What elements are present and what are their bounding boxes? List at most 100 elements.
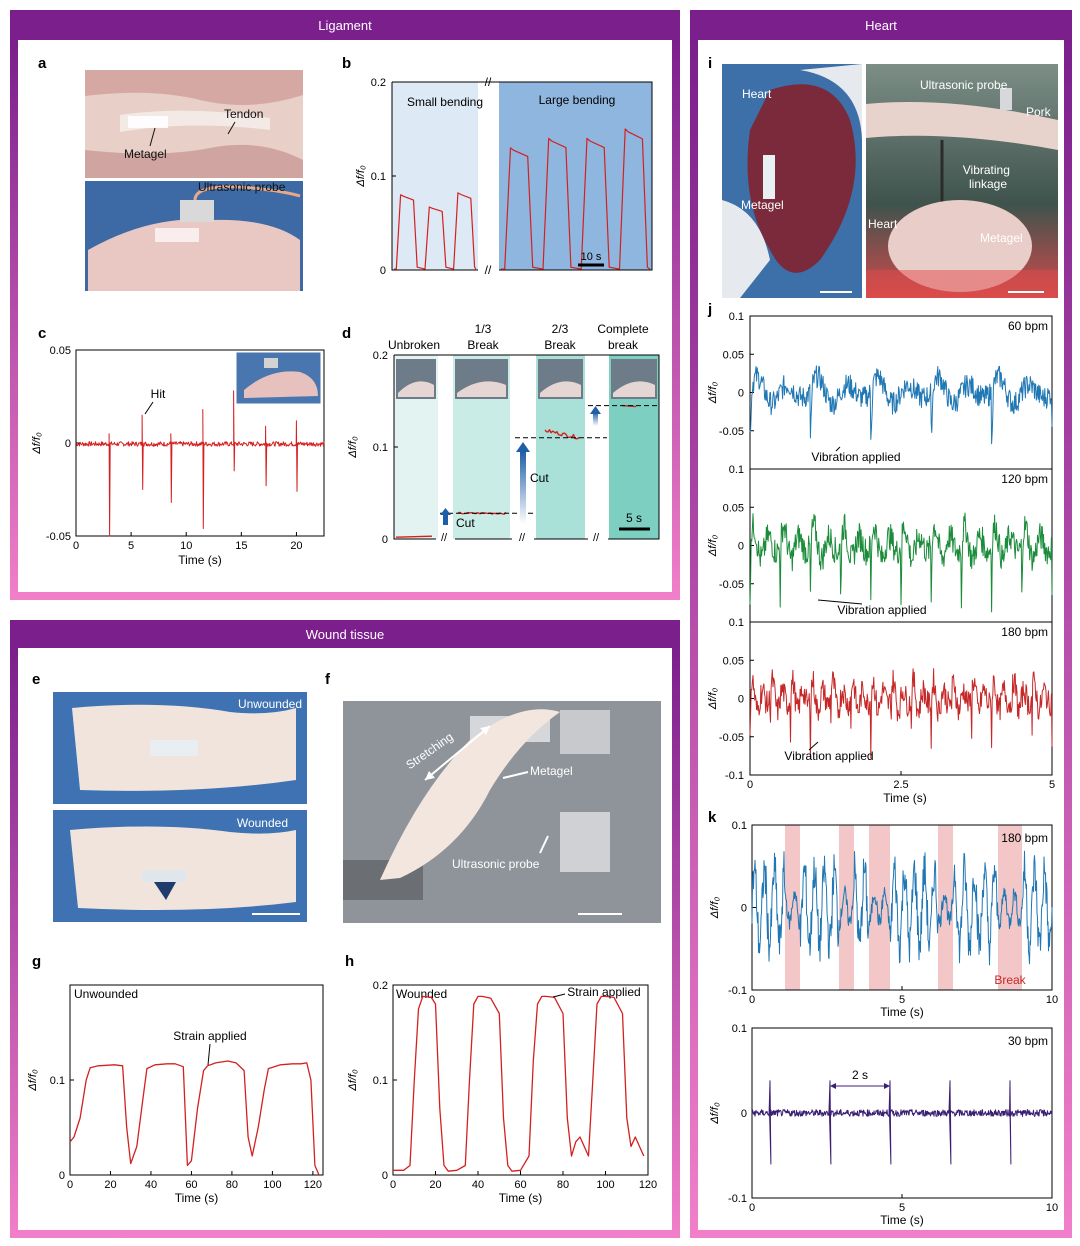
panel-letter-b: b xyxy=(342,55,351,72)
chart-h-xtick-label-1: 20 xyxy=(429,1179,441,1191)
chart-k-xlabel-1: Time (s) xyxy=(880,1213,924,1227)
chart-d-region-label-3-0: Complete xyxy=(597,322,649,336)
chart-h-ytick-label-0: 0 xyxy=(382,1170,388,1182)
label-i-vibrating-line1: Vibrating xyxy=(963,163,1010,177)
chart-k-xlabel-0: Time (s) xyxy=(880,1005,924,1019)
label-a-metagel: Metagel xyxy=(124,147,167,161)
label-i-heart-left: Heart xyxy=(742,87,772,101)
chart-c-annotation: Hit xyxy=(151,387,166,401)
chart-g-xtick-label-3: 60 xyxy=(185,1179,197,1191)
chart-k-1-ytick-label-0: -0.1 xyxy=(728,1193,747,1205)
chart-k-0-xtick-label-2: 10 xyxy=(1046,994,1058,1006)
chart-j-ytick-label-2-3: 0.05 xyxy=(723,655,744,667)
chart-j-ytick-label-0-3: 0.1 xyxy=(729,311,744,323)
chart-k-interval-arrow-right xyxy=(884,1083,890,1089)
chart-j-ylabel-1: Δf/f₀ xyxy=(707,535,719,558)
chart-h-xtick-label-2: 40 xyxy=(472,1179,484,1191)
section-title-wound: Wound tissue xyxy=(306,627,385,642)
chart-d-region-label-0-0: Unbroken xyxy=(388,338,440,352)
chart-j-xtick-label-1: 2.5 xyxy=(893,779,908,791)
chart-j-annotation-2: Vibration applied xyxy=(784,749,873,763)
label-i-vibrating: Vibrating linkage xyxy=(963,163,1014,191)
chart-c-ytick-label-0: -0.05 xyxy=(46,531,71,543)
chart-h-ylabel: Δf/f₀ xyxy=(347,1069,359,1092)
chart-j-annotation-leader-1 xyxy=(817,599,863,605)
chart-k-break-window-3 xyxy=(938,825,953,990)
chart-d-break-1: // xyxy=(519,532,526,544)
chart-k-1-ytick-label-1: 0 xyxy=(741,1108,747,1120)
chart-d-arrow-3-shaft xyxy=(593,412,598,426)
panel-letter-k: k xyxy=(708,809,717,826)
chart-j-panel-0: -0.05 0 0.05 0.1 Δf/f₀ 60 bpm Vibration applie… xyxy=(707,311,1053,470)
chart-j-series-1 xyxy=(749,512,1053,613)
chart-k-series-name-1: 30 bpm xyxy=(1008,1034,1048,1048)
chart-d-band-photo-tissue-1 xyxy=(457,381,506,397)
chart-k-0-ytick-label-2: 0.1 xyxy=(732,820,747,832)
chart-d-ytick-label-1: 0.1 xyxy=(373,442,388,454)
chart-g-xlabel: Time (s) xyxy=(175,1191,219,1205)
chart-c-xlabel: Time (s) xyxy=(178,553,222,567)
chart-k-ylabel-0: Δf/f₀ xyxy=(709,897,721,920)
panel-letters: a b c d e f g h i j k xyxy=(32,55,717,970)
label-f-metagel: Metagel xyxy=(530,764,573,778)
chart-d-region-label-3-1: break xyxy=(608,338,639,352)
chart-d-ytick-label-2: 0.2 xyxy=(373,350,388,362)
chart-b-ylabel: Δf/f₀ xyxy=(355,165,367,188)
label-e-unwounded: Unwounded xyxy=(238,697,302,711)
chart-k-0-ytick-label-1: 0 xyxy=(741,903,747,915)
chart-d-band-photo-tissue-0 xyxy=(398,381,434,397)
panel-letter-c: c xyxy=(38,325,46,342)
chart-g-annotation-leader xyxy=(207,1043,211,1066)
chart-c-xtick-label-3: 15 xyxy=(235,540,247,552)
chart-k-0-xtick-label-1: 5 xyxy=(899,994,905,1006)
chart-g-xtick-label-6: 120 xyxy=(304,1179,322,1191)
chart-j-annotation-leader-0 xyxy=(835,446,841,452)
chart-k-0-xtick-label-0: 0 xyxy=(749,994,755,1006)
chart-d-ylabel: Δf/f₀ xyxy=(347,436,359,459)
chart-j-ytick-label-1-0: -0.05 xyxy=(719,579,744,591)
chart-d-break-2: // xyxy=(593,532,600,544)
panel-letter-h: h xyxy=(345,953,354,970)
chart-h-xtick-label-3: 60 xyxy=(514,1179,526,1191)
chart-g-title: Unwounded xyxy=(74,987,138,1001)
chart-b-region-label-large: Large bending xyxy=(539,93,616,107)
chart-c-ytick-label-2: 0.05 xyxy=(50,345,71,357)
label-i-metagel-left: Metagel xyxy=(741,198,784,212)
chart-c-series xyxy=(75,390,325,537)
chart-k-series-name-0: 180 bpm xyxy=(1001,831,1048,845)
chart-b-ytick-label-1: 0.1 xyxy=(371,171,386,183)
chart-b-ytick-label-2: 0.2 xyxy=(371,77,386,89)
chart-j-ytick-label-2-1: -0.05 xyxy=(719,732,744,744)
chart-d-band-photo-tissue-2 xyxy=(540,381,581,397)
label-a-probe: Ultrasonic probe xyxy=(198,180,286,194)
panel-e-photos: Unwounded Wounded xyxy=(53,692,307,922)
chart-j-xtick-label-0: 0 xyxy=(747,779,753,791)
chart-c-annotation-leader xyxy=(144,401,154,415)
chart-d-arrow-1-shaft xyxy=(443,515,448,525)
chart-b-region-label-small: Small bending xyxy=(407,95,483,109)
label-i-metagel-right: Metagel xyxy=(980,231,1023,245)
panel-f-photo: Stretching Metagel Ultrasonic probe xyxy=(343,701,661,923)
chart-k-interval-arrow-left xyxy=(830,1083,836,1089)
chart-d-break-0: // xyxy=(441,532,448,544)
label-i-heart-right: Heart xyxy=(868,217,898,231)
section-title-heart: Heart xyxy=(865,18,897,33)
chart-j-ytick-label-2-0: -0.1 xyxy=(725,770,744,782)
chart-j-ytick-label-0-2: 0.05 xyxy=(723,349,744,361)
chart-j-ytick-label-2-2: 0 xyxy=(738,694,744,706)
chart-k-break-window-2 xyxy=(869,825,890,990)
chart-b-scalebar-label: 10 s xyxy=(581,251,602,263)
chart-j-ylabel-2: Δf/f₀ xyxy=(707,688,719,711)
chart-g-xtick-label-2: 40 xyxy=(145,1179,157,1191)
chart-d-scalebar-label: 5 s xyxy=(626,511,642,525)
chart-k-ylabel-1: Δf/f₀ xyxy=(709,1102,721,1125)
chart-j-ytick-label-1-3: 0.1 xyxy=(729,464,744,476)
chart-k-1-xtick-label-0: 0 xyxy=(749,1202,755,1214)
chart-j-ytick-label-1-1: 0 xyxy=(738,541,744,553)
chart-j: -0.05 0 0.05 0.1 Δf/f₀ 60 bpm Vibration applie… xyxy=(707,311,1055,805)
chart-j-annotation-0: Vibration applied xyxy=(811,450,900,464)
label-f-probe: Ultrasonic probe xyxy=(452,857,540,871)
chart-g-xtick-label-4: 80 xyxy=(226,1179,238,1191)
